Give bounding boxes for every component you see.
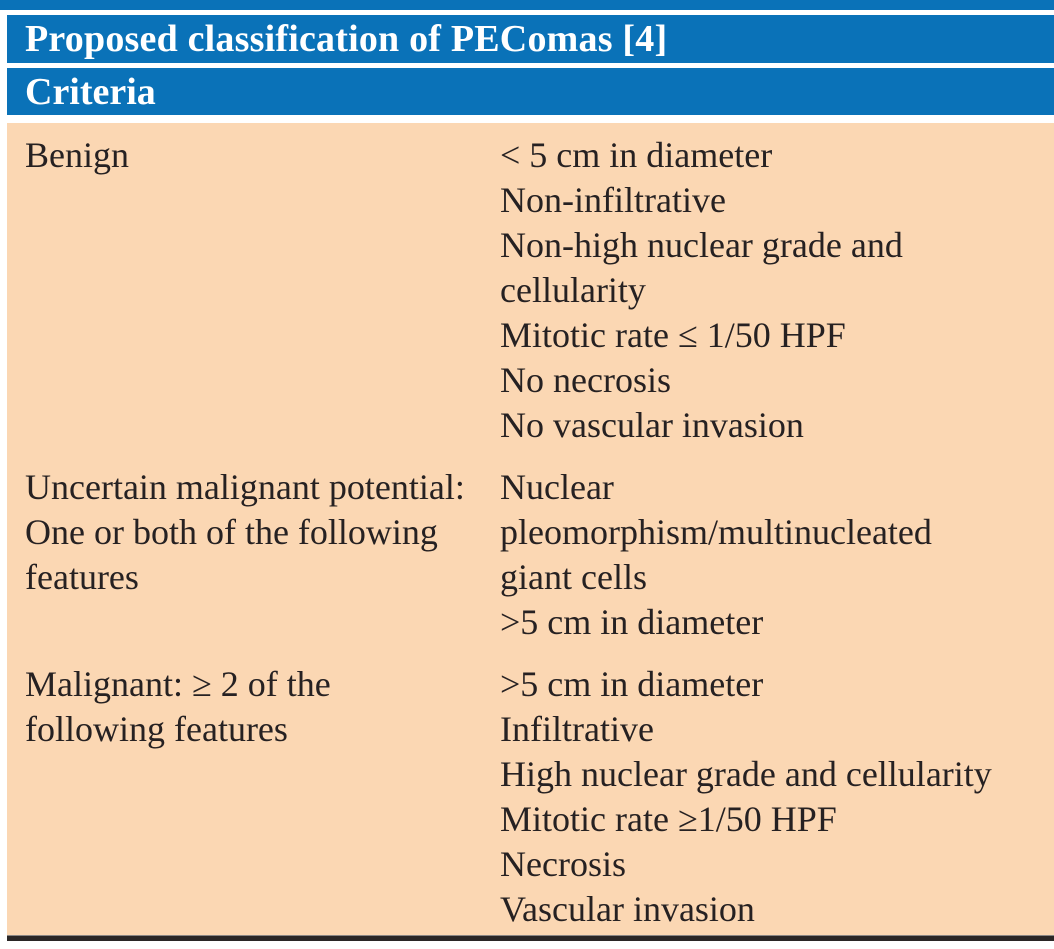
column-header-criteria: Criteria — [25, 70, 156, 113]
criteria-cell-malignant: >5 cm in diameter Infiltrative High nucl… — [500, 664, 992, 929]
table-column-header-bar: Criteria — [7, 68, 1054, 115]
category-cell-uncertain-malignant-potential: Uncertain malignant potential: One or bo… — [25, 467, 465, 597]
category-cell-malignant: Malignant: ≥ 2 of the following features — [25, 664, 331, 749]
table-top-border — [0, 0, 1054, 10]
table-row-uncertain-malignant-potential: Uncertain malignant potential: One or bo… — [25, 465, 1054, 645]
table-bottom-border — [7, 935, 1054, 941]
table-row-malignant: Malignant: ≥ 2 of the following features… — [25, 662, 1054, 932]
criteria-cell-benign: < 5 cm in diameter Non-infiltrative Non-… — [500, 135, 903, 445]
table-title-bar: Proposed classification of PEComas [4] — [7, 15, 1054, 63]
table-body: Benign < 5 cm in diameter Non-infiltrati… — [7, 123, 1054, 935]
category-cell-benign: Benign — [25, 135, 129, 175]
table-title: Proposed classification of PEComas [4] — [25, 18, 668, 60]
criteria-cell-uncertain-malignant-potential: Nuclear pleomorphism/multinucleated gian… — [500, 467, 932, 642]
table-row-benign: Benign < 5 cm in diameter Non-infiltrati… — [25, 133, 1054, 448]
